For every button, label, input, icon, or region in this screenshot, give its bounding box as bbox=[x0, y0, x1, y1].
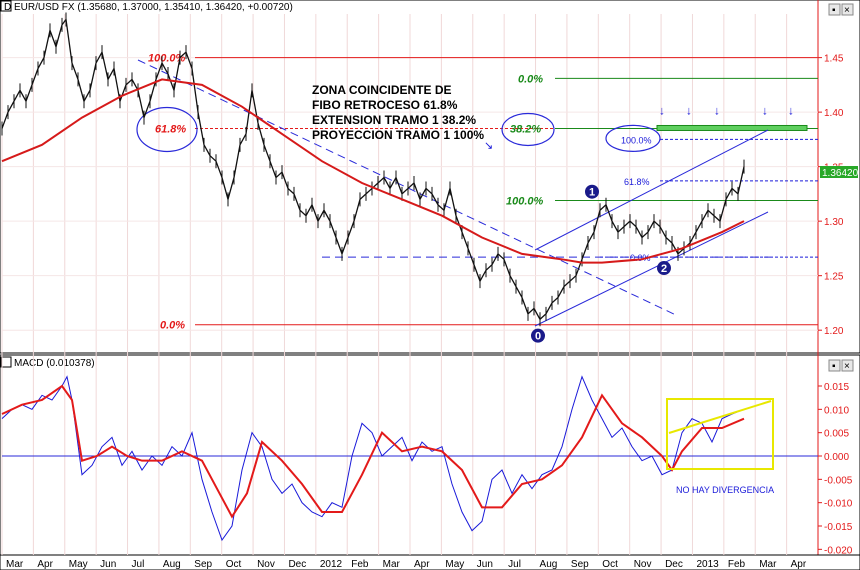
month-tick-label: Mar bbox=[759, 559, 777, 570]
macd-tick-label: 0.015 bbox=[824, 382, 849, 393]
macd-layer bbox=[1, 375, 818, 542]
axes-layer: Mar Apr May Jun Jul Aug Sep Oct Nov Dec 2012 Feb Mar… bbox=[6, 54, 853, 570]
fib-level-label: 0.0% bbox=[630, 253, 651, 263]
macd-panel-frame bbox=[0, 354, 860, 556]
fib-level-label: 0.0% bbox=[518, 73, 543, 85]
month-tick-label: May bbox=[445, 559, 464, 570]
down-arrow-icon: ↓ bbox=[686, 103, 692, 117]
down-arrow-icon: ↓ bbox=[788, 103, 794, 117]
fib-level-label: 0.0% bbox=[160, 320, 185, 332]
fib-level-label: 61.8% bbox=[155, 123, 186, 135]
fib-38-circle bbox=[501, 112, 555, 147]
down-arrow-icon: ↓ bbox=[762, 103, 768, 117]
price-layer: 100.0% 61.8% 0.0% 0.0% 38.2% 100.0% 61.8% 0.0% 1… bbox=[1, 12, 818, 343]
down-arrow-icon: ↓ bbox=[659, 103, 665, 117]
fib-level-label: 100.0% bbox=[621, 135, 652, 145]
price-title: D EUR/USD FX (1.35680, 1.37000, 1.35410,… bbox=[4, 2, 293, 13]
month-tick-label: Sep bbox=[194, 559, 212, 570]
month-tick-label: Dec bbox=[288, 559, 306, 570]
macd-tick-label: -0.015 bbox=[824, 522, 853, 533]
wave-label: 2 bbox=[661, 263, 667, 275]
month-tick-label: Feb bbox=[728, 559, 746, 570]
wave-marker bbox=[585, 184, 599, 199]
month-tick-label: Oct bbox=[602, 559, 618, 570]
channel-upper-line bbox=[534, 129, 769, 251]
zone-note-line-2: FIBO RETROCESO 61.8% bbox=[312, 98, 458, 112]
wave-label: 0 bbox=[535, 331, 541, 343]
month-tick-label: Apr bbox=[414, 559, 430, 570]
month-tick-label: 2012 bbox=[320, 559, 343, 570]
price-tick-label: 1.45 bbox=[824, 54, 844, 65]
wave-marker bbox=[531, 328, 545, 343]
month-tick-label: Dec bbox=[665, 559, 683, 570]
price-panel-frame bbox=[0, 0, 860, 354]
price-tick-label: 1.25 bbox=[824, 272, 844, 283]
divergence-box bbox=[666, 398, 774, 470]
downtrend-line bbox=[137, 59, 679, 317]
wave-label: 1 bbox=[589, 187, 595, 199]
month-tick-label: Feb bbox=[351, 559, 369, 570]
minimize-icon[interactable]: ▪ bbox=[832, 5, 836, 16]
panel-close-button[interactable] bbox=[841, 3, 854, 16]
zone-note-line-4: PROYECCION TRAMO 1 100% bbox=[312, 128, 484, 142]
macd-close-button[interactable] bbox=[841, 359, 854, 372]
zone-note-line-1: ZONA COINCIDENTE DE bbox=[312, 83, 452, 97]
month-tick-label: Jul bbox=[132, 559, 145, 570]
target-zone-rect bbox=[656, 124, 808, 131]
month-tick-label: Mar bbox=[383, 559, 401, 570]
price-tick-label: 1.20 bbox=[824, 326, 844, 337]
price-tick-label: 1.40 bbox=[824, 108, 844, 119]
wave-marker bbox=[657, 261, 671, 276]
macd-minimize-icon[interactable]: ▪ bbox=[832, 361, 836, 372]
macd-tick-label: -0.005 bbox=[824, 475, 853, 486]
grid-layer bbox=[1, 14, 818, 555]
fib-level-label: 100.0% bbox=[148, 53, 186, 65]
month-tick-label: Apr bbox=[37, 559, 53, 570]
month-tick-label: Apr bbox=[791, 559, 807, 570]
month-tick-label: Mar bbox=[6, 559, 24, 570]
month-tick-label: Nov bbox=[634, 559, 652, 570]
zone-note-line-3: EXTENSION TRAMO 1 38.2% bbox=[312, 113, 476, 127]
month-tick-label: May bbox=[69, 559, 88, 570]
month-tick-label: 2013 bbox=[696, 559, 719, 570]
fib-level-label: 61.8% bbox=[624, 177, 650, 187]
macd-divergence-note: NO HAY DIVERGENCIA bbox=[676, 485, 774, 495]
last-price-badge bbox=[820, 166, 858, 178]
panel-toggle-icon[interactable] bbox=[0, 0, 12, 12]
month-tick-label: Oct bbox=[226, 559, 242, 570]
macd-minimize-button[interactable] bbox=[828, 359, 841, 372]
macd-tick-label: 0.000 bbox=[824, 452, 849, 463]
channel-lower-line bbox=[534, 211, 769, 327]
month-tick-label: Jul bbox=[508, 559, 521, 570]
month-tick-label: Jun bbox=[100, 559, 116, 570]
divergence-line bbox=[668, 400, 772, 434]
price-tick-label: 1.30 bbox=[824, 217, 844, 228]
macd-title: MACD (0.010378) bbox=[14, 358, 95, 369]
month-tick-label: Sep bbox=[571, 559, 589, 570]
fib-level-label: 38.2% bbox=[510, 123, 541, 135]
last-price-value: 1.36420 bbox=[822, 168, 859, 179]
macd-toggle-icon[interactable] bbox=[0, 356, 12, 368]
close-icon[interactable]: × bbox=[844, 5, 850, 16]
month-tick-label: Jun bbox=[477, 559, 493, 570]
macd-line bbox=[1, 375, 745, 542]
panel-minimize-button[interactable] bbox=[828, 3, 841, 16]
month-tick-label: Aug bbox=[540, 559, 558, 570]
month-tick-label: Aug bbox=[163, 559, 181, 570]
annotation-arrow-icon: ↘ bbox=[484, 140, 493, 152]
fib-61-circle bbox=[136, 106, 198, 153]
macd-signal-line bbox=[1, 384, 745, 519]
date-axis-bar bbox=[0, 554, 860, 570]
macd-tick-label: -0.010 bbox=[824, 499, 853, 510]
macd-close-icon[interactable]: × bbox=[844, 361, 850, 372]
fib-100-circle bbox=[605, 124, 661, 152]
macd-tick-label: -0.020 bbox=[824, 545, 853, 556]
down-arrow-icon: ↓ bbox=[714, 103, 720, 117]
macd-tick-label: 0.005 bbox=[824, 429, 849, 440]
moving-average-line bbox=[1, 78, 745, 264]
month-tick-label: Nov bbox=[257, 559, 275, 570]
macd-tick-label: 0.010 bbox=[824, 405, 849, 416]
fib-level-label: 100.0% bbox=[506, 195, 544, 207]
